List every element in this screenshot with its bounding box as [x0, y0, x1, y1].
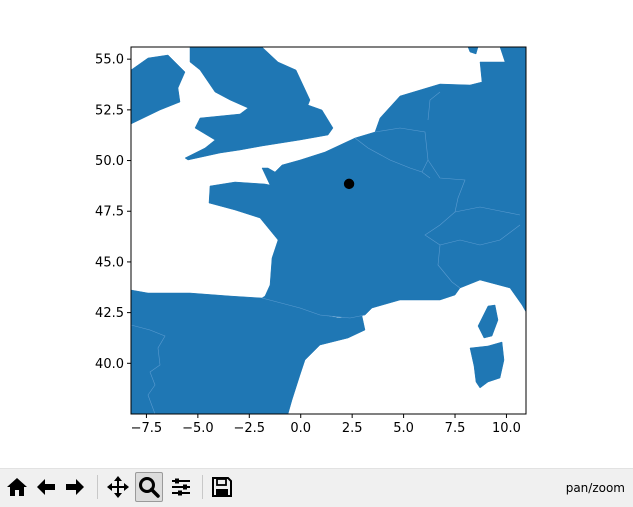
y-axis: 55.0 52.5 50.0 47.5 45.0 42.5 40.0 [95, 53, 131, 372]
back-arrow-icon [37, 479, 55, 495]
save-button[interactable] [208, 472, 236, 502]
land-layer [131, 47, 526, 414]
y-tick-label: 55.0 [95, 53, 124, 68]
y-tick-label: 50.0 [95, 154, 124, 169]
pan-icon [107, 476, 129, 498]
zoom-icon [139, 477, 160, 498]
y-tick-label: 42.5 [95, 306, 124, 321]
land-ireland [131, 54, 186, 125]
x-tick-label: 7.5 [445, 421, 466, 436]
x-tick-label: −7.5 [131, 421, 163, 436]
save-icon [212, 477, 232, 497]
toolbar-separator [202, 475, 203, 499]
x-tick-label: 5.0 [393, 421, 414, 436]
land-corsica [477, 304, 499, 339]
navigation-toolbar: pan/zoom [0, 468, 633, 507]
mode-label: pan/zoom [565, 481, 625, 495]
land-iberia [131, 289, 366, 414]
land-continent [208, 47, 526, 319]
pan-button[interactable] [104, 472, 132, 502]
x-axis: −7.5 −5.0 −2.5 0.0 2.5 5.0 7.5 10.0 [131, 414, 521, 436]
configure-subplots-button[interactable] [167, 472, 195, 502]
y-tick-label: 47.5 [95, 205, 124, 220]
home-icon [7, 478, 27, 496]
forward-button[interactable] [61, 472, 89, 502]
land-sardinia [469, 341, 505, 389]
back-button[interactable] [32, 472, 60, 502]
forward-arrow-icon [66, 479, 84, 495]
map-figure[interactable]: .land { fill:#1f77b4; stroke:#1f77b4; st… [0, 0, 633, 466]
x-tick-label: 0.0 [290, 421, 311, 436]
x-tick-label: 10.0 [492, 421, 521, 436]
y-tick-label: 45.0 [95, 255, 124, 270]
toolbar-separator [97, 475, 98, 499]
x-tick-label: 2.5 [342, 421, 363, 436]
location-marker[interactable] [343, 178, 355, 190]
x-tick-label: −2.5 [234, 421, 266, 436]
x-tick-label: −5.0 [182, 421, 214, 436]
y-tick-label: 52.5 [95, 103, 124, 118]
zoom-button[interactable] [135, 472, 163, 502]
y-tick-label: 40.0 [95, 357, 124, 372]
land-great-britain [184, 47, 334, 161]
axes-frame [130, 46, 527, 415]
home-button[interactable] [3, 472, 31, 502]
configure-subplots-icon [172, 478, 190, 496]
country-borders [131, 91, 521, 414]
land-small-islands [467, 47, 479, 55]
